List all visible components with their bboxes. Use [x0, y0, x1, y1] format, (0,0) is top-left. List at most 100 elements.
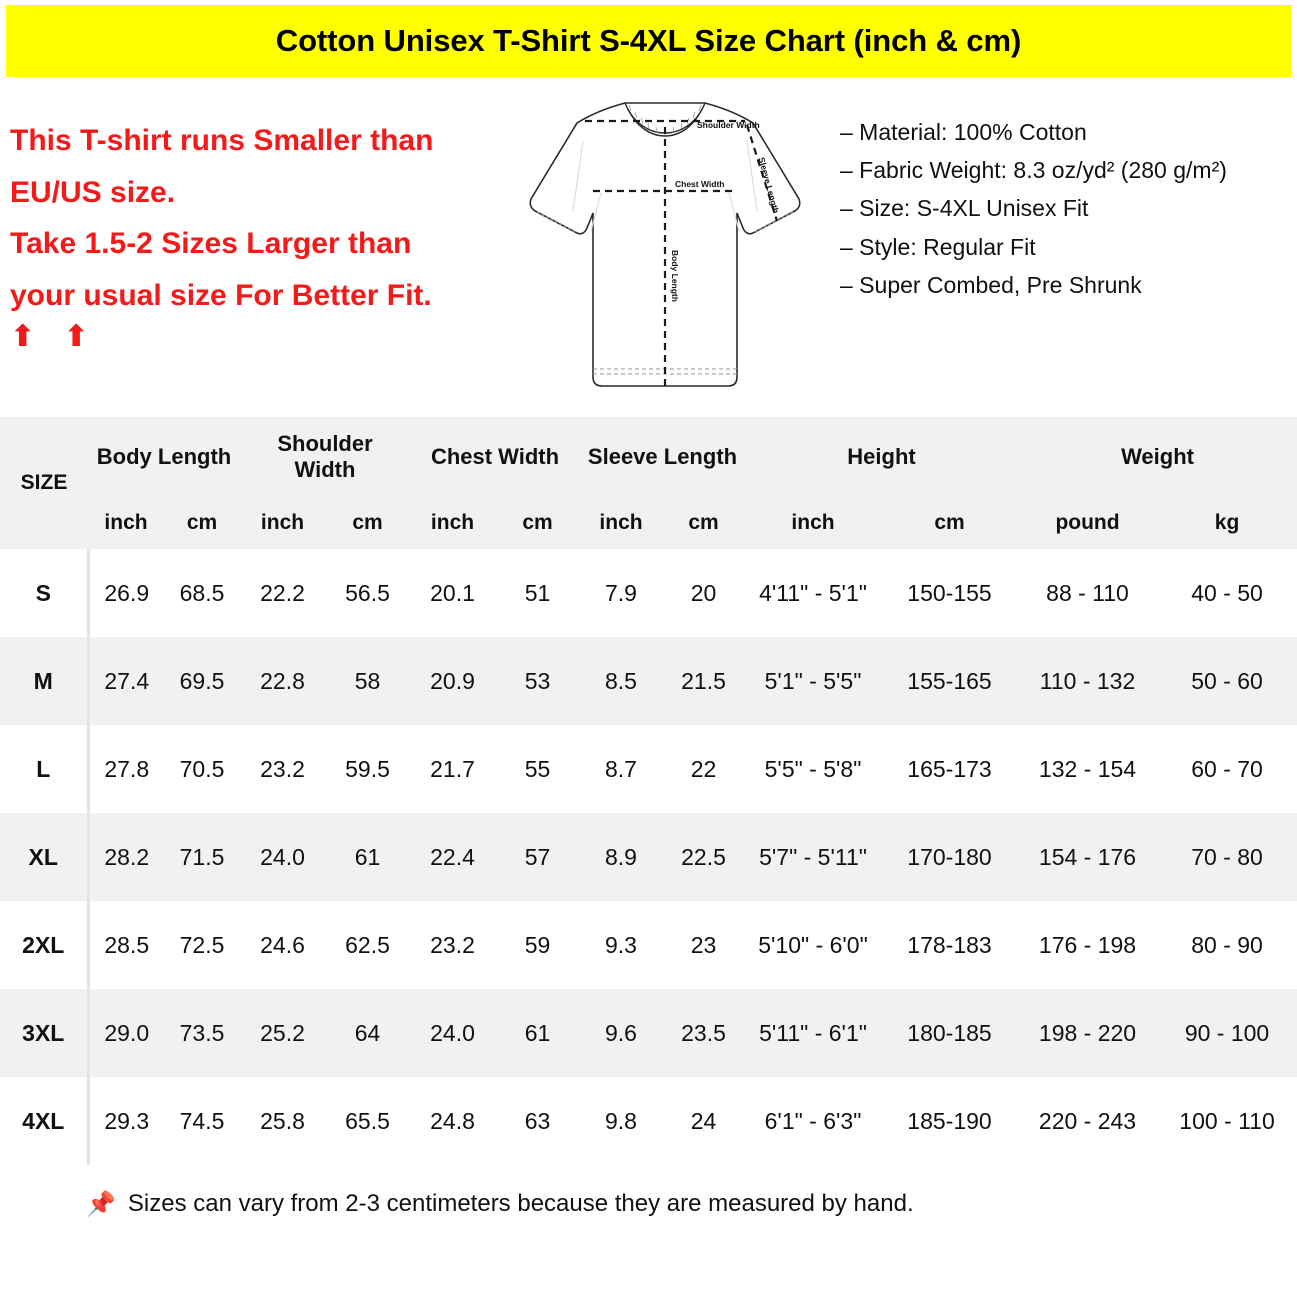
table-cell: 5'10" - 6'0" [745, 901, 881, 989]
table-cell: 27.4 [88, 637, 164, 725]
header-group-shoulder-width: Shoulder Width [240, 417, 410, 497]
header-unit-height-cm: cm [881, 497, 1019, 549]
notice-line-4: your usual size For Better Fit. [10, 278, 432, 312]
table-cell: 71.5 [164, 813, 240, 901]
table-cell: 8.7 [580, 725, 662, 813]
table-cell: 22 [662, 725, 745, 813]
header-unit-body-cm: cm [164, 497, 240, 549]
table-cell: 57 [495, 813, 580, 901]
page-title: Cotton Unisex T-Shirt S-4XL Size Chart (… [275, 23, 1022, 58]
row-size-label: S [0, 549, 90, 637]
table-cell: 59.5 [325, 725, 410, 813]
table-cell: 4'11" - 5'1" [745, 549, 881, 637]
table-cell: 8.5 [580, 637, 662, 725]
diagram-label-shoulder: Shoulder Width [697, 120, 760, 130]
spec-material: – Material: 100% Cotton [840, 119, 1087, 145]
sizing-notice: This T-shirt runs Smaller than EU/US siz… [0, 77, 500, 355]
product-specs-list: – Material: 100% Cotton – Fabric Weight:… [830, 77, 1297, 304]
table-cell: 59 [495, 901, 580, 989]
row-size-label: M [0, 637, 90, 725]
spec-fabric-weight: – Fabric Weight: 8.3 oz/yd² (280 g/m²) [840, 157, 1227, 184]
row-size-label: 2XL [0, 901, 90, 989]
table-cell: 220 - 243 [1018, 1077, 1158, 1165]
table-cell: 154 - 176 [1018, 813, 1158, 901]
table-cell: 23.2 [240, 725, 325, 813]
table-cell: 165-173 [881, 725, 1019, 813]
table-cell: 23.2 [410, 901, 495, 989]
table-cell: 180-185 [881, 989, 1019, 1077]
footer-note-text: Sizes can vary from 2-3 centimeters beca… [127, 1190, 914, 1217]
table-cell: 70.5 [164, 725, 240, 813]
header-unit-shoulder-inch: inch [240, 497, 325, 549]
table-cell: 28.5 [88, 901, 164, 989]
table-cell: 8.9 [580, 813, 662, 901]
table-cell: 63 [495, 1077, 580, 1165]
table-cell: 50 - 60 [1157, 637, 1297, 725]
title-banner: Cotton Unisex T-Shirt S-4XL Size Chart (… [6, 5, 1291, 77]
table-cell: 9.8 [580, 1077, 662, 1165]
table-cell: 26.9 [88, 549, 164, 637]
row-size-label: L [0, 725, 90, 813]
header-unit-row: inch cm inch cm inch cm inch cm inch cm … [0, 497, 1297, 549]
pushpin-icon: 📌 [86, 1190, 116, 1218]
table-row: 4XL 29.3 74.5 25.8 65.5 24.8 63 9.8 24 6'1" - 6'3… [0, 1077, 1297, 1165]
table-cell: 24 [662, 1077, 745, 1165]
diagram-label-body: Body Length [670, 250, 680, 302]
table-cell: 24.0 [410, 989, 495, 1077]
table-cell: 27.8 [88, 725, 164, 813]
table-cell: 100 - 110 [1157, 1077, 1297, 1165]
header-unit-height-inch: inch [745, 497, 881, 549]
table-cell: 20.9 [410, 637, 495, 725]
header-unit-shoulder-cm: cm [325, 497, 410, 549]
table-row: S 26.9 68.5 22.2 56.5 20.1 51 7.9 20 4'11" - 5'1"… [0, 549, 1297, 637]
table-cell: 53 [495, 637, 580, 725]
row-size-label: 3XL [0, 989, 90, 1077]
table-cell: 80 - 90 [1157, 901, 1297, 989]
table-cell: 9.3 [580, 901, 662, 989]
table-cell: 24.0 [240, 813, 325, 901]
notice-line-3: Take 1.5-2 Sizes Larger than [10, 227, 412, 261]
table-cell: 22.4 [410, 813, 495, 901]
header-group-row: SIZE Body Length Shoulder Width Chest Wi… [0, 417, 1297, 549]
table-cell: 5'1" - 5'5" [745, 637, 881, 725]
header-size: SIZE [0, 417, 88, 549]
header-unit-weight-pound: pound [1018, 497, 1158, 549]
table-cell: 61 [325, 813, 410, 901]
table-cell: 29.3 [88, 1077, 164, 1165]
table-cell: 68.5 [164, 549, 240, 637]
table-cell: 64 [325, 989, 410, 1077]
table-body: S 26.9 68.5 22.2 56.5 20.1 51 7.9 20 4'11" - 5'1"… [0, 549, 1297, 1165]
header-unit-weight-kg: kg [1157, 497, 1297, 549]
table-cell: 176 - 198 [1018, 901, 1158, 989]
table-cell: 90 - 100 [1157, 989, 1297, 1077]
table-row: 3XL 29.0 73.5 25.2 64 24.0 61 9.6 23.5 5'11" - 6'… [0, 989, 1297, 1077]
table-row: 2XL 28.5 72.5 24.6 62.5 23.2 59 9.3 23 5'10" - 6'… [0, 901, 1297, 989]
table-cell: 21.5 [662, 637, 745, 725]
table-row: XL 28.2 71.5 24.0 61 22.4 57 8.9 22.5 5'7" - 5'11… [0, 813, 1297, 901]
header-group-weight: Weight [1018, 417, 1297, 497]
header-group-chest-width: Chest Width [410, 417, 580, 497]
table-cell: 24.8 [410, 1077, 495, 1165]
table-header: SIZE Body Length Shoulder Width Chest Wi… [0, 417, 1297, 549]
header-unit-body-inch: inch [88, 497, 164, 549]
table-cell: 29.0 [88, 989, 164, 1077]
table-cell: 22.8 [240, 637, 325, 725]
spec-style: – Style: Regular Fit [840, 233, 1036, 260]
spec-size: – Size: S-4XL Unisex Fit [840, 195, 1089, 222]
table-cell: 9.6 [580, 989, 662, 1077]
table-row: M 27.4 69.5 22.8 58 20.9 53 8.5 21.5 5'1" - 5'5" 1… [0, 637, 1297, 725]
header-unit-sleeve-cm: cm [662, 497, 745, 549]
table-cell: 58 [325, 637, 410, 725]
table-cell: 72.5 [164, 901, 240, 989]
table-cell: 110 - 132 [1018, 637, 1158, 725]
table-cell: 20.1 [410, 549, 495, 637]
header-unit-chest-inch: inch [410, 497, 495, 549]
table-cell: 25.2 [240, 989, 325, 1077]
table-cell: 56.5 [325, 549, 410, 637]
table-cell: 6'1" - 6'3" [745, 1077, 881, 1165]
table-cell: 28.2 [88, 813, 164, 901]
table-cell: 65.5 [325, 1077, 410, 1165]
footer-note: 📌 Sizes can vary from 2-3 centimeters be… [0, 1165, 1297, 1243]
table-cell: 88 - 110 [1018, 549, 1158, 637]
